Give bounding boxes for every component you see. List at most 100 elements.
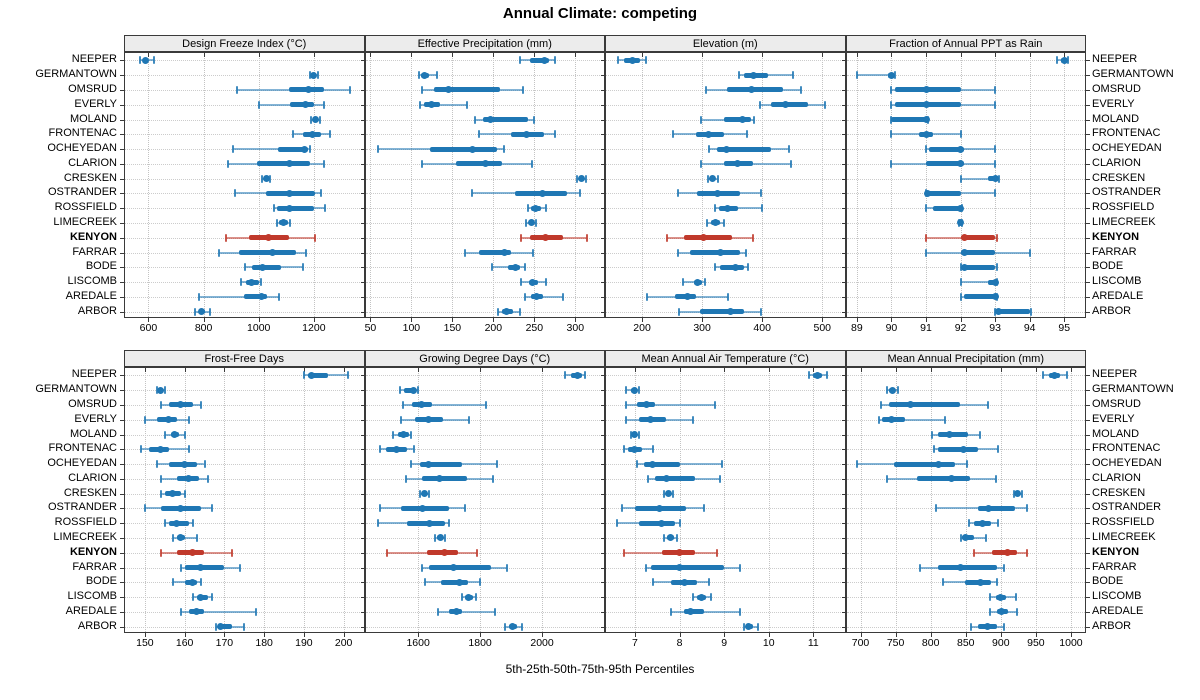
y-tick-left — [120, 311, 125, 313]
panel-plot — [841, 367, 1090, 637]
interval-cap — [645, 563, 648, 572]
interval-cap — [159, 548, 162, 557]
interval-cap — [714, 400, 717, 409]
gridline-vertical — [418, 368, 420, 632]
interval-cap — [155, 386, 158, 395]
median-dot — [991, 293, 999, 301]
median-dot — [455, 578, 463, 586]
y-tick-right — [1085, 523, 1090, 525]
y-tick-left — [120, 552, 125, 554]
gridline-horizontal — [125, 523, 364, 525]
interval-cap — [973, 548, 976, 557]
y-tick-left — [601, 434, 606, 436]
x-tick-top — [258, 53, 260, 57]
y-tick-right — [1085, 89, 1090, 91]
interval-cap — [231, 548, 234, 557]
x-tick-top — [452, 53, 454, 57]
x-tick-top — [822, 53, 824, 57]
gridline-vertical — [148, 53, 150, 317]
median-dot — [747, 86, 755, 94]
interval-cap — [994, 159, 997, 168]
x-axis-tick-label: 1200 — [302, 322, 326, 334]
site-label: KENYON — [69, 545, 117, 558]
x-axis-tick-label: 180 — [255, 637, 273, 649]
interval-cap — [301, 263, 304, 272]
y-tick-left — [841, 508, 847, 510]
y-tick-right — [1085, 208, 1090, 210]
median-dot — [257, 293, 265, 301]
gridline-horizontal — [606, 419, 845, 421]
gridline-horizontal — [606, 404, 845, 406]
interval-cap — [417, 386, 420, 395]
gridline-horizontal — [125, 434, 364, 436]
interval-cap — [385, 548, 388, 557]
gridline-horizontal — [125, 508, 364, 510]
site-label: MOLAND — [1092, 112, 1140, 125]
x-tick-bottom — [264, 632, 266, 637]
median-dot — [731, 263, 739, 271]
interval-cap — [743, 622, 746, 631]
y-tick-left — [841, 390, 847, 392]
y-tick-left — [360, 296, 366, 298]
y-tick-left — [841, 537, 847, 539]
site-label: FARRAR — [1092, 245, 1137, 258]
site-label: EVERLY — [74, 97, 117, 110]
interval-5-95 — [856, 74, 895, 77]
interval-cap — [925, 204, 927, 213]
interval-25-75 — [891, 117, 926, 122]
y-tick-left — [360, 626, 366, 628]
interval-25-75 — [251, 264, 281, 270]
interval-cap — [329, 130, 332, 139]
site-label: CRESKEN — [63, 486, 117, 499]
site-label: ROSSFIELD — [54, 201, 117, 214]
median-dot — [698, 593, 706, 601]
interval-cap — [163, 519, 166, 528]
interval-cap — [978, 430, 981, 439]
interval-cap — [322, 100, 325, 109]
x-tick-bottom — [224, 632, 226, 637]
median-dot — [647, 416, 655, 424]
median-dot — [197, 308, 205, 316]
x-axis-tick-label: 500 — [813, 322, 832, 334]
interval-cap — [346, 371, 349, 380]
gridline-vertical — [258, 53, 260, 317]
site-label: LISCOMB — [1092, 590, 1142, 603]
y-tick-right — [1085, 375, 1090, 377]
interval-25-75 — [639, 520, 676, 526]
site-label: AREDALE — [1092, 289, 1144, 302]
interval-cap — [968, 519, 971, 528]
interval-25-75 — [995, 309, 1030, 315]
panel-plot — [360, 52, 609, 322]
median-dot — [709, 175, 717, 183]
interval-5-95 — [420, 103, 468, 106]
interval-5-95 — [524, 295, 564, 298]
x-tick-bottom — [303, 632, 305, 637]
interval-cap — [705, 85, 708, 94]
gridline-vertical — [762, 53, 764, 317]
y-tick-left — [360, 552, 366, 554]
interval-cap — [790, 159, 793, 168]
y-tick-right — [1085, 311, 1090, 313]
median-dot — [435, 475, 443, 483]
x-tick-bottom — [1070, 632, 1072, 637]
median-dot — [285, 204, 293, 212]
gridline-horizontal — [606, 375, 845, 377]
interval-cap — [1015, 607, 1018, 616]
interval-cap — [531, 248, 534, 257]
site-label: LIMECREEK — [1092, 530, 1156, 543]
median-dot — [984, 504, 992, 512]
interval-cap — [1041, 371, 1044, 380]
interval-cap — [520, 622, 523, 631]
interval-cap — [959, 292, 962, 301]
y-tick-left — [601, 449, 606, 451]
gridline-horizontal — [365, 267, 604, 269]
interval-cap — [260, 278, 263, 287]
interval-cap — [879, 400, 882, 409]
interval-cap — [525, 218, 528, 227]
interval-cap — [807, 371, 810, 380]
median-dot — [887, 71, 895, 79]
y-tick-left — [841, 296, 847, 298]
median-dot — [574, 371, 582, 379]
interval-cap — [292, 130, 295, 139]
x-tick-top — [995, 53, 997, 57]
